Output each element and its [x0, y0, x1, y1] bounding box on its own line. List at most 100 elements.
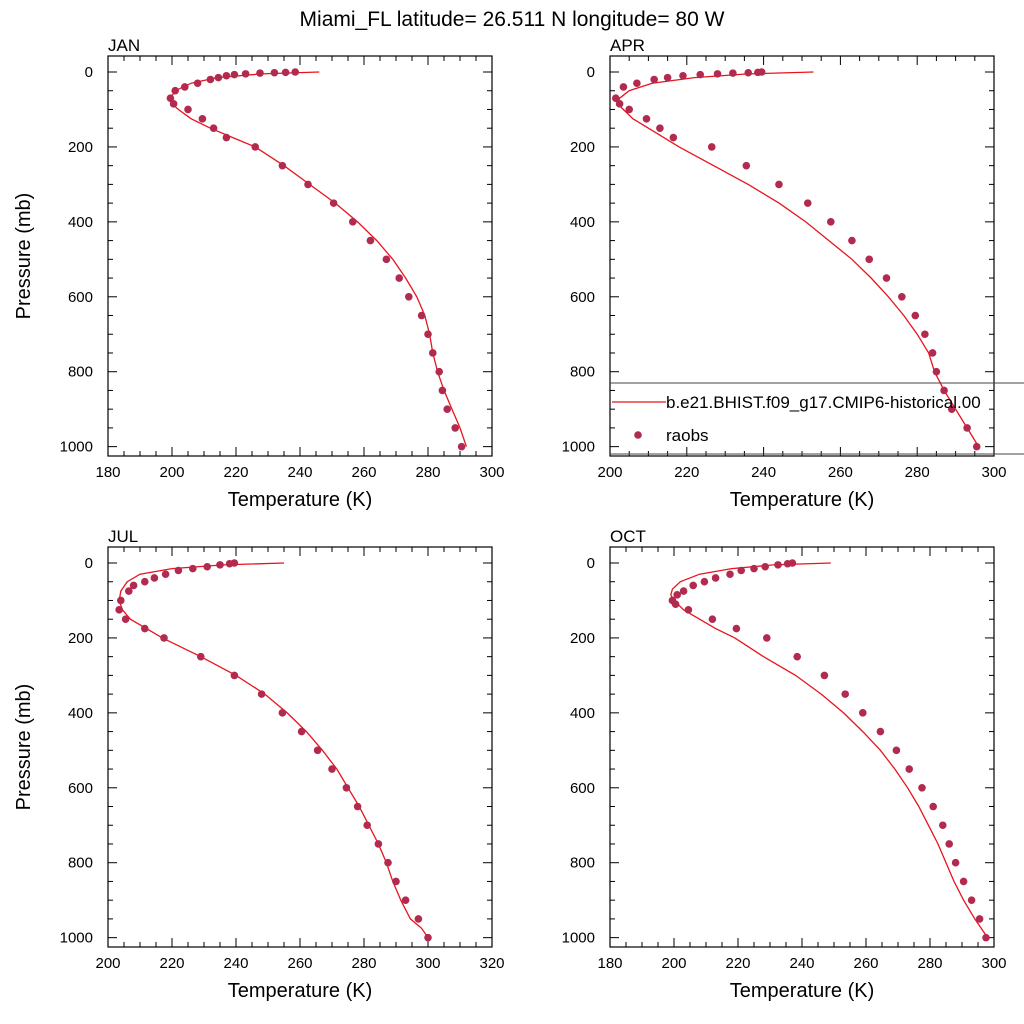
series-line-model — [670, 562, 989, 938]
raobs-point — [166, 94, 175, 103]
series-line-model — [616, 71, 980, 447]
raobs-point — [882, 274, 891, 282]
raobs-point — [366, 236, 375, 245]
raobs-point — [774, 561, 782, 569]
y-tick-label: 400 — [68, 214, 93, 231]
panel-label: OCT — [610, 527, 646, 546]
legend-marker-label: raobs — [666, 426, 709, 445]
raobs-point — [198, 115, 207, 123]
raobs-point — [615, 100, 624, 108]
x-tick-label: 200 — [597, 464, 622, 481]
y-tick-label: 1000 — [60, 930, 93, 947]
y-tick-label: 400 — [68, 705, 93, 722]
raobs-point — [633, 79, 641, 88]
y-tick-label: 800 — [68, 855, 93, 872]
x-tick-label: 180 — [597, 955, 622, 972]
raobs-point — [963, 424, 971, 432]
y-tick-label: 0 — [587, 64, 595, 81]
y-axis-title: Pressure (mb) — [13, 193, 35, 320]
x-tick-label: 280 — [351, 955, 376, 972]
raobs-point — [945, 840, 953, 848]
raobs-point — [297, 727, 306, 736]
raobs-point — [161, 570, 170, 579]
raobs-point — [611, 94, 620, 103]
y-tick-label: 1000 — [562, 930, 595, 947]
x-tick-label: 200 — [95, 955, 120, 972]
y-tick-label: 0 — [587, 555, 595, 572]
raobs-point — [353, 802, 362, 811]
x-axis-title: Temperature (K) — [730, 980, 875, 1002]
x-axis-title: Temperature (K) — [730, 489, 875, 511]
raobs-point — [892, 746, 901, 755]
raobs-point — [708, 615, 717, 623]
raobs-point — [209, 124, 218, 132]
x-tick-label: 220 — [674, 464, 699, 481]
raobs-point — [281, 68, 290, 77]
raobs-point — [256, 69, 264, 77]
raobs-point — [827, 218, 835, 226]
raobs-point — [737, 566, 745, 575]
raobs-point — [278, 709, 287, 717]
raobs-point — [744, 68, 753, 77]
raobs-point — [329, 199, 338, 207]
raobs-point — [761, 562, 769, 571]
raobs-point — [859, 709, 867, 717]
legend-marker-swatch — [634, 431, 642, 439]
x-tick-label: 300 — [981, 955, 1006, 972]
y-tick-label: 800 — [68, 364, 93, 381]
raobs-point — [417, 311, 426, 320]
raobs-point — [270, 68, 279, 77]
raobs-point — [707, 143, 716, 151]
x-tick-label: 260 — [351, 464, 376, 481]
x-tick-label: 300 — [479, 464, 504, 481]
raobs-point — [141, 577, 149, 586]
x-tick-label: 220 — [223, 464, 248, 481]
x-tick-label: 280 — [415, 464, 440, 481]
raobs-point — [713, 70, 722, 78]
raobs-point — [424, 330, 432, 339]
x-tick-label: 240 — [223, 955, 248, 972]
raobs-point — [150, 574, 159, 582]
raobs-point — [121, 615, 130, 623]
x-tick-label: 240 — [751, 464, 776, 481]
x-tick-label: 260 — [828, 464, 853, 481]
raobs-point — [363, 821, 372, 830]
x-tick-label: 240 — [789, 955, 814, 972]
x-tick-label: 220 — [159, 955, 184, 972]
y-tick-label: 800 — [570, 855, 595, 872]
raobs-point — [700, 577, 709, 586]
x-tick-label: 300 — [981, 464, 1006, 481]
legend: b.e21.BHIST.f09_g17.CMIP6-historical.00r… — [610, 382, 1024, 455]
y-tick-label: 0 — [85, 555, 93, 572]
raobs-point — [451, 424, 460, 432]
raobs-point — [278, 161, 287, 170]
raobs-point — [650, 75, 658, 84]
raobs-point — [982, 933, 990, 942]
raobs-point — [975, 915, 984, 923]
raobs-point — [313, 746, 322, 755]
y-tick-label: 600 — [570, 289, 595, 306]
x-tick-label: 260 — [287, 955, 312, 972]
raobs-point — [395, 274, 404, 282]
raobs-point — [171, 86, 179, 95]
raobs-point — [775, 180, 783, 189]
raobs-point — [193, 79, 202, 88]
y-tick-label: 600 — [68, 289, 93, 306]
raobs-point — [726, 570, 734, 579]
raobs-point — [129, 581, 138, 590]
y-tick-label: 0 — [85, 64, 93, 81]
raobs-point — [905, 765, 913, 773]
raobs-point — [382, 255, 391, 264]
raobs-point — [967, 896, 976, 904]
raobs-point — [429, 349, 437, 357]
raobs-point — [181, 83, 189, 91]
raobs-point — [803, 199, 812, 207]
x-tick-label: 280 — [917, 955, 942, 972]
raobs-point — [342, 783, 351, 792]
y-tick-label: 200 — [68, 139, 93, 156]
raobs-point — [711, 574, 720, 582]
raobs-point — [125, 587, 133, 595]
raobs-point — [928, 349, 937, 357]
raobs-point — [214, 73, 223, 82]
raobs-point — [206, 75, 215, 84]
